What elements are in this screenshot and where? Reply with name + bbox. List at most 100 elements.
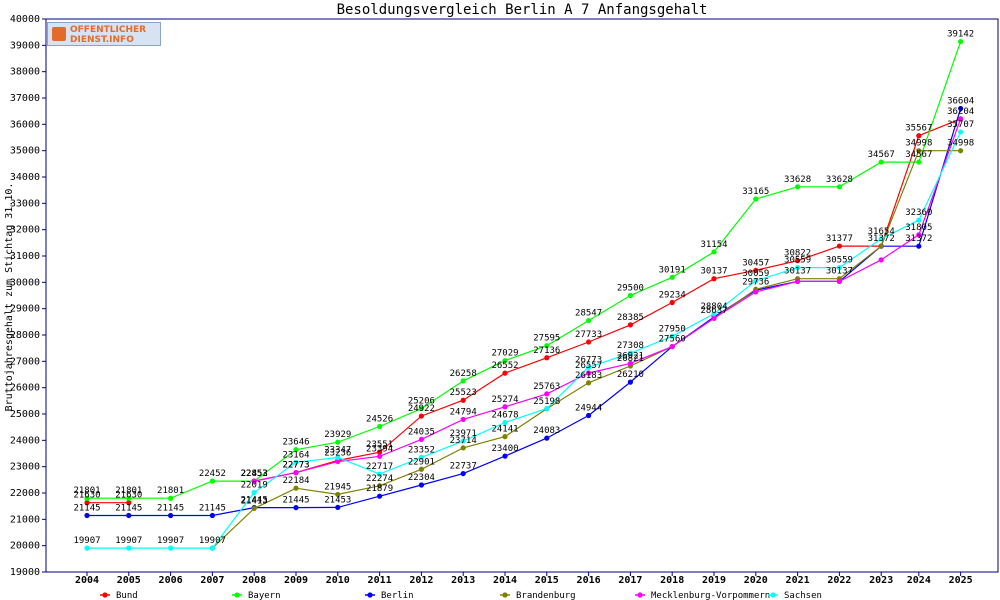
y-axis: 19000 20000 21000 22000 23000 24000 25000 26000… <box>10 14 46 578</box>
data-point-bayern <box>84 495 90 501</box>
data-label-sachsen: 23971 <box>450 429 477 439</box>
data-point-sachsen <box>460 438 466 444</box>
data-label-brandenburg: 31372 <box>868 234 895 244</box>
data-label-brandenburg: 28637 <box>700 306 727 316</box>
data-label-mecklenburg-vorpommern: 22773 <box>282 461 309 471</box>
data-point-berlin <box>544 435 550 441</box>
data-label-sachsen: 22717 <box>366 462 393 472</box>
x-tick-label: 2024 <box>907 575 931 586</box>
data-label-bund: 22773 <box>282 461 309 471</box>
data-label-bayern: 33628 <box>784 175 811 185</box>
data-point-berlin <box>293 505 299 511</box>
data-point-bayern <box>544 343 550 349</box>
data-point-mecklenburg-vorpommern <box>586 370 592 376</box>
data-point-mecklenburg-vorpommern <box>377 453 383 459</box>
data-label-bund: 27136 <box>533 346 560 356</box>
data-label-bund: 23551 <box>366 440 393 450</box>
legend-swatch-brandenburg <box>502 592 508 598</box>
data-label-bayern: 24526 <box>366 414 393 424</box>
data-point-berlin <box>627 379 634 385</box>
y-tick-label: 40000 <box>10 14 40 25</box>
data-point-brandenburg <box>418 466 424 472</box>
data-point-mecklenburg-vorpommern <box>544 391 550 397</box>
data-point-mecklenburg-vorpommern <box>418 436 424 443</box>
data-point-brandenburg <box>293 485 299 491</box>
data-label-mecklenburg-vorpommern: 23394 <box>366 444 393 454</box>
data-label-bayern: 29500 <box>617 284 644 294</box>
data-label-berlin: 24083 <box>533 426 560 436</box>
x-tick-label: 2006 <box>159 575 183 586</box>
data-point-mecklenburg-vorpommern <box>753 289 759 295</box>
data-point-bayern <box>460 378 466 384</box>
data-point-bayern <box>586 317 592 324</box>
logo-mark-icon <box>52 27 66 41</box>
data-label-bund: 25523 <box>450 388 477 398</box>
y-tick-label: 32000 <box>10 225 40 236</box>
data-point-berlin <box>958 105 964 112</box>
data-label-sachsen: 23352 <box>408 445 435 455</box>
data-point-berlin <box>916 243 922 249</box>
data-point-sachsen <box>669 333 675 339</box>
plot-border <box>45 18 999 573</box>
data-point-sachsen <box>916 217 922 223</box>
data-point-brandenburg <box>335 491 341 498</box>
data-label-bayern: 23929 <box>324 430 351 440</box>
data-label-bayern: 27029 <box>491 349 518 359</box>
data-label-sachsen: 19907 <box>157 536 184 546</box>
data-point-bund <box>795 258 801 264</box>
data-label-brandenburg: 27560 <box>659 335 686 345</box>
data-point-sachsen <box>335 454 341 461</box>
y-tick-label: 31000 <box>10 251 40 262</box>
y-tick-label: 33000 <box>10 198 40 209</box>
series-layer <box>84 38 964 551</box>
x-tick-label: 2004 <box>75 575 99 586</box>
data-point-mecklenburg-vorpommern <box>627 360 634 367</box>
data-label-sachsen: 23164 <box>282 450 309 460</box>
data-point-berlin <box>84 512 90 519</box>
data-point-brandenburg <box>878 243 884 249</box>
data-point-bayern <box>711 249 717 255</box>
data-label-bayern: 27595 <box>533 334 560 344</box>
data-label-bayern: 23646 <box>282 438 309 448</box>
data-label-bayern: 22853 <box>241 469 268 479</box>
data-label-berlin: 26210 <box>617 370 644 380</box>
y-tick-label: 36000 <box>10 119 40 130</box>
data-label-brandenburg: 29736 <box>742 277 769 287</box>
data-point-berlin <box>209 512 215 519</box>
data-label-bayern: 33165 <box>742 187 769 197</box>
data-point-mecklenburg-vorpommern <box>795 278 801 284</box>
data-label-sachsen: 30559 <box>784 256 811 266</box>
data-label-bund: 30137 <box>700 267 727 277</box>
data-label-bund: 30822 <box>784 249 811 259</box>
series-line-sachsen <box>87 131 962 549</box>
data-label-brandenburg: 34998 <box>905 139 932 149</box>
data-label-berlin: 22737 <box>450 462 477 472</box>
data-label-sachsen: 24678 <box>491 410 518 420</box>
data-label-brandenburg: 30137 <box>784 267 811 277</box>
data-label-mecklenburg-vorpommern: 24035 <box>408 427 435 437</box>
data-point-bayern <box>335 439 341 445</box>
data-label-bayern: 25206 <box>408 397 435 407</box>
data-label-bund: 21630 <box>73 491 100 501</box>
data-point-brandenburg <box>958 148 964 154</box>
x-tick-label: 2009 <box>284 575 308 586</box>
data-label-berlin: 24944 <box>575 403 602 413</box>
data-point-sachsen <box>544 405 550 412</box>
data-label-berlin: 21145 <box>73 504 100 514</box>
data-label-sachsen: 30559 <box>826 256 853 266</box>
data-label-brandenburg: 22274 <box>366 474 393 484</box>
data-label-bayern: 33628 <box>826 175 853 185</box>
data-point-mecklenburg-vorpommern <box>251 478 257 484</box>
data-point-bayern <box>878 159 884 165</box>
data-point-bayern <box>293 447 299 453</box>
data-label-mecklenburg-vorpommern: 25274 <box>491 395 518 405</box>
data-label-berlin: 22304 <box>408 473 435 483</box>
data-point-sachsen <box>711 311 717 317</box>
legend-swatch-berlin <box>367 592 373 598</box>
data-point-brandenburg <box>460 445 466 451</box>
data-label-sachsen: 35707 <box>947 120 974 130</box>
legend-label-mecklenburg-vorpommern: Mecklenburg-Vorpommern <box>651 591 770 600</box>
data-label-brandenburg: 24141 <box>491 425 518 435</box>
data-label-berlin: 21453 <box>324 495 351 505</box>
data-point-mecklenburg-vorpommern <box>916 232 922 238</box>
